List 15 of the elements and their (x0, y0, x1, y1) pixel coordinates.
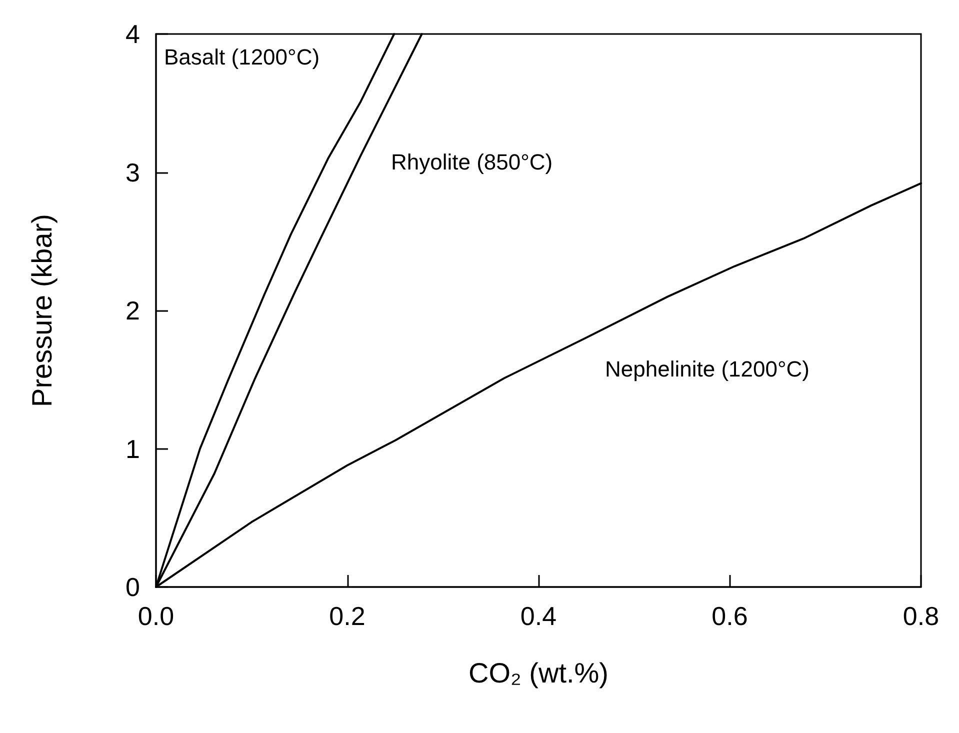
x-tick-label: 0.6 (712, 601, 748, 631)
x-tick-label: 0.8 (902, 601, 940, 631)
x-axis-title: CO₂ (wt.%) (468, 658, 608, 688)
y-tick-label: 1 (126, 434, 140, 464)
x-tick-label: 0.2 (329, 601, 366, 631)
y-tick-label: 4 (126, 19, 140, 49)
x-tick-label: 0.4 (520, 601, 557, 631)
y-axis-title: Pressure (kbar) (26, 214, 58, 407)
x-tick-label: 0.0 (138, 601, 174, 631)
y-tick-label: 3 (126, 157, 140, 188)
annotation: Basalt (1200°C) (164, 44, 320, 70)
annotation: Nephelinite (1200°C) (605, 356, 810, 382)
annotation: Rhyolite (850°C) (391, 150, 553, 174)
y-tick-label: 0 (126, 572, 140, 602)
y-tick-label: 2 (126, 296, 140, 326)
